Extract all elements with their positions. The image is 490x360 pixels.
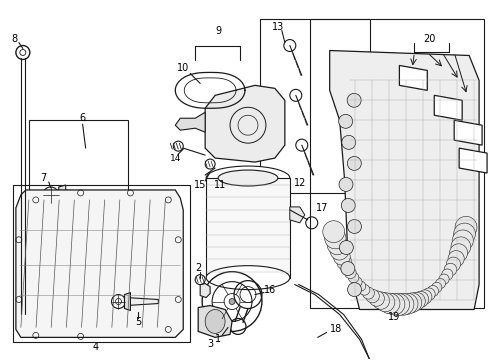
Text: 12: 12: [294, 178, 306, 188]
Text: 1: 1: [215, 334, 221, 345]
Circle shape: [348, 272, 359, 283]
Circle shape: [427, 285, 439, 297]
Bar: [310, 19, 484, 307]
Text: 16: 16: [264, 284, 276, 294]
Bar: [206, 178, 290, 278]
Circle shape: [407, 292, 425, 310]
Polygon shape: [330, 50, 479, 310]
Circle shape: [325, 228, 346, 249]
Circle shape: [356, 281, 366, 291]
Polygon shape: [16, 190, 183, 337]
Circle shape: [352, 277, 362, 287]
Circle shape: [369, 291, 384, 306]
Text: 13: 13: [272, 22, 284, 32]
Circle shape: [454, 223, 475, 245]
Circle shape: [444, 263, 457, 276]
Text: 18: 18: [330, 324, 342, 334]
Circle shape: [363, 287, 374, 299]
Bar: [105, 270, 175, 328]
Bar: [29, 120, 128, 235]
Circle shape: [340, 240, 353, 255]
Circle shape: [436, 279, 445, 288]
Circle shape: [327, 234, 347, 255]
Polygon shape: [61, 190, 100, 200]
Ellipse shape: [206, 166, 290, 190]
Circle shape: [379, 293, 400, 314]
Polygon shape: [124, 293, 130, 310]
Circle shape: [366, 289, 379, 303]
Text: 9: 9: [215, 26, 221, 36]
Circle shape: [359, 284, 370, 295]
Text: 15: 15: [194, 180, 206, 190]
Text: 11: 11: [214, 180, 226, 190]
Text: 17: 17: [316, 203, 328, 213]
Circle shape: [372, 292, 390, 309]
Polygon shape: [290, 207, 305, 223]
Polygon shape: [459, 148, 487, 173]
Circle shape: [452, 230, 473, 251]
Bar: [13, 185, 190, 342]
Text: 4: 4: [93, 342, 98, 352]
Circle shape: [323, 221, 344, 243]
Text: 14: 14: [170, 154, 181, 163]
Circle shape: [451, 237, 471, 257]
Text: 3: 3: [207, 339, 213, 349]
Circle shape: [455, 216, 477, 238]
Polygon shape: [200, 284, 210, 298]
Circle shape: [450, 244, 467, 262]
Circle shape: [347, 283, 362, 297]
Circle shape: [333, 248, 350, 265]
Ellipse shape: [296, 139, 308, 151]
Circle shape: [337, 255, 352, 270]
Circle shape: [330, 241, 349, 260]
Circle shape: [446, 257, 461, 271]
Circle shape: [376, 293, 395, 312]
Polygon shape: [205, 85, 285, 162]
Text: 19: 19: [388, 312, 400, 323]
Circle shape: [439, 274, 449, 284]
Polygon shape: [434, 95, 462, 120]
Polygon shape: [454, 120, 482, 145]
Text: 7: 7: [41, 173, 47, 183]
Polygon shape: [399, 66, 427, 90]
Text: 5: 5: [135, 318, 142, 328]
Circle shape: [392, 293, 414, 315]
Polygon shape: [59, 185, 66, 205]
Ellipse shape: [206, 266, 290, 289]
Circle shape: [342, 198, 355, 212]
Ellipse shape: [290, 89, 302, 101]
Text: 20: 20: [423, 33, 436, 44]
Circle shape: [397, 293, 418, 314]
Polygon shape: [175, 112, 205, 132]
Circle shape: [342, 135, 356, 149]
Circle shape: [432, 282, 442, 293]
Circle shape: [388, 293, 410, 315]
Circle shape: [339, 177, 353, 192]
Circle shape: [347, 93, 361, 107]
Circle shape: [339, 114, 353, 128]
Circle shape: [347, 157, 361, 170]
Circle shape: [229, 298, 235, 305]
Ellipse shape: [205, 310, 225, 333]
Bar: [260, 19, 369, 193]
Circle shape: [418, 290, 432, 304]
Text: 2: 2: [195, 263, 201, 273]
Circle shape: [347, 220, 362, 233]
Circle shape: [344, 267, 356, 279]
Polygon shape: [126, 298, 158, 306]
Circle shape: [383, 293, 405, 315]
Circle shape: [341, 262, 355, 275]
Text: 10: 10: [177, 63, 189, 73]
Ellipse shape: [218, 170, 278, 186]
Circle shape: [442, 269, 453, 280]
Polygon shape: [198, 306, 232, 337]
Circle shape: [423, 288, 435, 301]
Circle shape: [448, 251, 464, 267]
Ellipse shape: [284, 40, 296, 51]
Text: 8: 8: [12, 33, 18, 44]
Circle shape: [341, 261, 354, 274]
Circle shape: [402, 293, 422, 312]
Text: 6: 6: [79, 113, 86, 123]
Circle shape: [413, 291, 429, 307]
